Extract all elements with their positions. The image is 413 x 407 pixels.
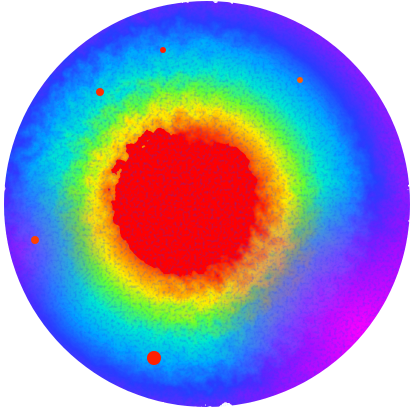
disc xyxy=(0,0,413,407)
heatmap-image xyxy=(0,0,413,407)
page: {} xyxy=(0,0,413,407)
